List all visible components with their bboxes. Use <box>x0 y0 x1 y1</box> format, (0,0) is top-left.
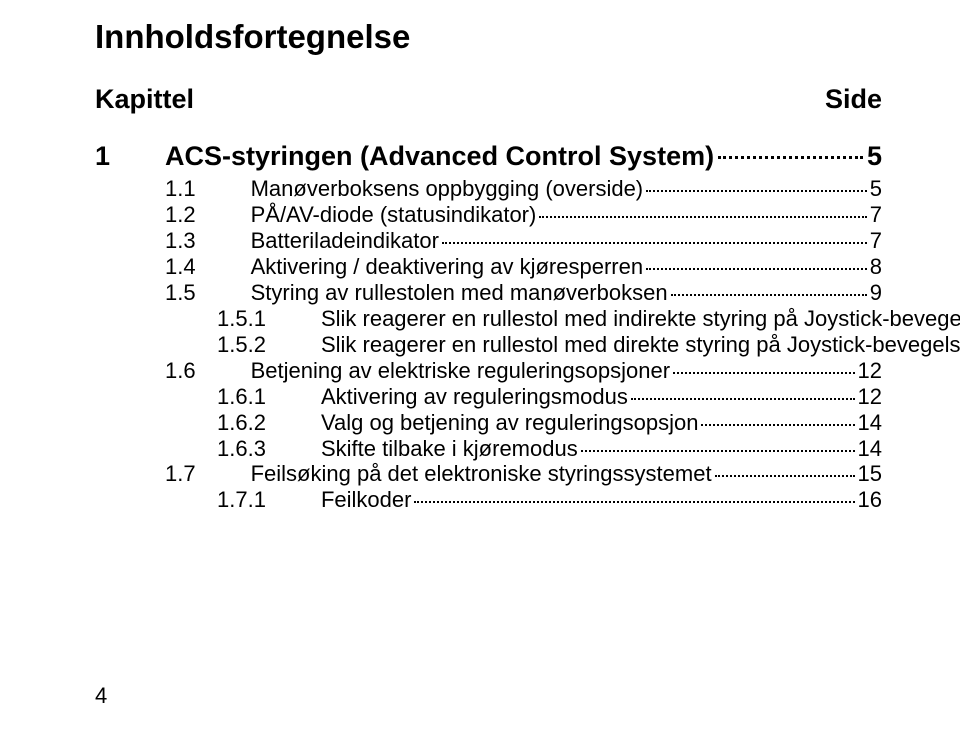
toc-entry-page: 8 <box>870 254 882 280</box>
toc-entry-page: 12 <box>858 384 882 410</box>
toc-entry-number: 1.5 <box>165 280 251 306</box>
toc-leader <box>631 398 855 400</box>
toc-entry-text: Manøverboksens oppbygging (overside) <box>251 176 644 202</box>
toc-entry-page: 9 <box>870 280 882 306</box>
toc-entry-text: Skifte tilbake i kjøremodus <box>321 436 578 462</box>
toc-entry: 1.5 Styring av rullestolen med manøverbo… <box>165 280 882 306</box>
toc-leader <box>581 450 855 452</box>
toc-entry: 1.7.1 Feilkoder 16 <box>165 487 882 513</box>
toc-entry-number: 1.7 <box>165 461 251 487</box>
toc-title: Innholdsfortegnelse <box>95 18 882 56</box>
toc-leader <box>414 501 854 503</box>
toc-entry-page: 12 <box>858 358 882 384</box>
toc-entry-text: PÅ/AV-diode (statusindikator) <box>251 202 537 228</box>
toc-entry-page: 5 <box>870 176 882 202</box>
document-page: Innholdsfortegnelse Kapittel Side 1 ACS-… <box>0 0 960 739</box>
toc-entry-number: 1.6.1 <box>217 384 321 410</box>
chapter-number: 1 <box>95 141 165 172</box>
chapter-title: ACS-styringen (Advanced Control System) <box>165 141 714 172</box>
toc-list: 1.1 Manøverboksens oppbygging (overside)… <box>165 176 882 513</box>
toc-entry-number: 1.5.2 <box>217 332 321 358</box>
toc-entry-page: 14 <box>858 410 882 436</box>
chapter-body: ACS-styringen (Advanced Control System) … <box>165 141 882 172</box>
heading-page: Side <box>825 84 882 115</box>
toc-entry-number: 1.7.1 <box>217 487 321 513</box>
toc-entry-text: Valg og betjening av reguleringsopsjon <box>321 410 699 436</box>
toc-entry-page: 15 <box>858 461 882 487</box>
toc-leader <box>646 190 867 192</box>
toc-entry-page: 16 <box>858 487 882 513</box>
toc-leader <box>701 424 854 426</box>
toc-leader <box>442 242 867 244</box>
toc-entry: 1.6.3 Skifte tilbake i kjøremodus 14 <box>165 436 882 462</box>
toc-entry-text: Aktivering av reguleringsmodus <box>321 384 628 410</box>
toc-entry-page: 7 <box>870 228 882 254</box>
toc-entry: 1.2 PÅ/AV-diode (statusindikator) 7 <box>165 202 882 228</box>
page-number: 4 <box>95 683 107 709</box>
toc-entry-number: 1.4 <box>165 254 251 280</box>
toc-entry-text: Slik reagerer en rullestol med indirekte… <box>321 306 960 332</box>
toc-entry: 1.4 Aktivering / deaktivering av kjøresp… <box>165 254 882 280</box>
toc-entry: 1.7 Feilsøking på det elektroniske styri… <box>165 461 882 487</box>
toc-entry-number: 1.6.3 <box>217 436 321 462</box>
toc-headings-row: Kapittel Side <box>95 84 882 115</box>
chapter-leader <box>718 156 863 159</box>
toc-entry-text: Slik reagerer en rullestol med direkte s… <box>321 332 960 358</box>
toc-entry-number: 1.5.1 <box>217 306 321 332</box>
heading-chapter: Kapittel <box>95 84 194 115</box>
toc-entry-page: 7 <box>870 202 882 228</box>
toc-entry: 1.6.1 Aktivering av reguleringsmodus 12 <box>165 384 882 410</box>
toc-entry-number: 1.3 <box>165 228 251 254</box>
toc-entry-number: 1.6.2 <box>217 410 321 436</box>
chapter-page: 5 <box>867 141 882 172</box>
toc-entry-text: Styring av rullestolen med manøverboksen <box>251 280 668 306</box>
toc-leader <box>671 294 867 296</box>
toc-leader <box>715 475 855 477</box>
toc-entry: 1.1 Manøverboksens oppbygging (overside)… <box>165 176 882 202</box>
toc-entry-number: 1.2 <box>165 202 251 228</box>
toc-entry-text: Betjening av elektriske reguleringsopsjo… <box>251 358 670 384</box>
toc-leader <box>539 216 866 218</box>
toc-entry-number: 1.1 <box>165 176 251 202</box>
toc-entry: 1.5.2 Slik reagerer en rullestol med dir… <box>165 332 882 358</box>
toc-entry-text: Feilkoder <box>321 487 411 513</box>
toc-leader <box>646 268 867 270</box>
toc-entry-number: 1.6 <box>165 358 251 384</box>
toc-leader <box>673 372 854 374</box>
toc-entry: 1.5.1 Slik reagerer en rullestol med ind… <box>165 306 882 332</box>
toc-entry-text: Feilsøking på det elektroniske styringss… <box>251 461 712 487</box>
toc-chapter-row: 1 ACS-styringen (Advanced Control System… <box>95 141 882 172</box>
toc-entry-text: Batteriladeindikator <box>251 228 439 254</box>
toc-entry: 1.6 Betjening av elektriske reguleringso… <box>165 358 882 384</box>
toc-entry-page: 14 <box>858 436 882 462</box>
toc-entry: 1.3 Batteriladeindikator 7 <box>165 228 882 254</box>
toc-entry-text: Aktivering / deaktivering av kjøresperre… <box>251 254 644 280</box>
toc-entry: 1.6.2 Valg og betjening av reguleringsop… <box>165 410 882 436</box>
